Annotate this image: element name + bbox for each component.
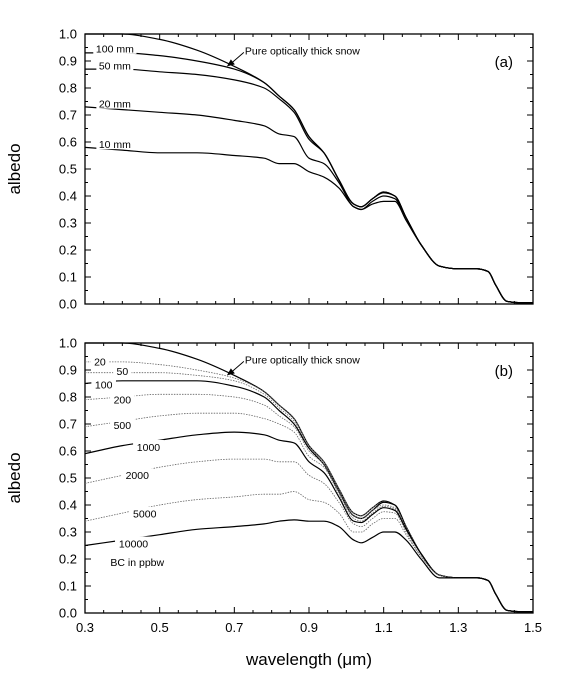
- x-tick-label: 0.3: [76, 620, 94, 635]
- annotation-arrowhead: [226, 368, 235, 376]
- y-tick-label: 0.7: [59, 417, 77, 432]
- series-label-bg: [110, 392, 135, 405]
- y-tick-label: 1.0: [59, 336, 77, 351]
- y-tick-label: 0.3: [59, 216, 77, 231]
- series-line-500: [84, 412, 533, 613]
- series-label-200: 200: [114, 395, 132, 407]
- plot-frame: [84, 33, 534, 305]
- x-tick-label: 0.7: [225, 620, 243, 635]
- series-label-10-mm: 10 mm: [99, 139, 131, 151]
- series-label-bg: [93, 41, 137, 54]
- series-label-bg: [133, 439, 164, 452]
- annotation-text: Pure optically thick snow: [245, 354, 360, 366]
- series-label-bg: [110, 418, 135, 431]
- series-label-50-mm: 50 mm: [99, 61, 131, 73]
- series-label-bg: [96, 58, 134, 71]
- series-line-10-mm: [84, 146, 533, 304]
- series-line-10000: [84, 519, 533, 613]
- y-tick-label: 0.9: [59, 363, 77, 378]
- series-label-50: 50: [116, 366, 128, 378]
- series-label-bg: [113, 364, 132, 377]
- series-line-20: [85, 361, 533, 613]
- series-label-1000: 1000: [137, 442, 161, 454]
- series-line-200: [84, 393, 533, 613]
- series-label-bg: [96, 137, 134, 150]
- series-label-5000: 5000: [133, 509, 157, 521]
- y-tick-label: 0.4: [59, 498, 77, 513]
- series-line-pure-optically-thick-snow: [85, 33, 533, 304]
- annotation-arrowhead: [226, 59, 235, 67]
- y-tick-label: 1.0: [59, 27, 77, 42]
- series-line-50: [85, 372, 533, 613]
- y-axis-title: albedo: [5, 143, 24, 194]
- x-tick-label: 0.5: [151, 620, 169, 635]
- y-tick-label: 0.0: [59, 606, 77, 621]
- y-tick-label: 0.3: [59, 525, 77, 540]
- series-label-100-mm: 100 mm: [96, 44, 134, 56]
- series-label-bg: [90, 354, 110, 367]
- y-tick-label: 0.1: [59, 270, 77, 285]
- panel-label: (a): [495, 54, 513, 71]
- y-tick-label: 0.9: [59, 54, 77, 69]
- series-label-100: 100: [95, 380, 113, 392]
- series-label-2000: 2000: [126, 470, 150, 482]
- y-tick-label: 0.2: [59, 243, 77, 258]
- chart-note: BC in ppbw: [110, 557, 164, 569]
- series-line-2000: [84, 458, 533, 613]
- series-line-50-mm: [84, 68, 533, 304]
- series-line-100-mm: [85, 52, 533, 304]
- x-tick-label: 1.3: [449, 620, 467, 635]
- series-line-1000: [84, 431, 533, 613]
- x-tick-label: 1.1: [375, 620, 393, 635]
- panel-label: (b): [495, 363, 513, 380]
- annotation-text: Pure optically thick snow: [245, 45, 360, 57]
- series-label-20-mm: 20 mm: [99, 98, 131, 110]
- series-label-bg: [115, 536, 153, 549]
- series-label-bg: [91, 377, 116, 390]
- y-tick-label: 0.8: [59, 81, 77, 96]
- y-tick-label: 0.1: [59, 579, 77, 594]
- series-label-bg: [129, 506, 161, 519]
- y-tick-label: 0.8: [59, 390, 77, 405]
- x-tick-label: 1.5: [524, 620, 542, 635]
- y-tick-label: 0.6: [59, 444, 77, 459]
- series-label-500: 500: [114, 420, 132, 432]
- y-tick-label: 0.2: [59, 552, 77, 567]
- series-label-10000: 10000: [119, 538, 148, 550]
- panel-a: 0.0 0.1 0.2 0.3 0.4 0.5 0.6 0.7 0.8 0.9 1.0 albedo (…: [5, 27, 534, 312]
- x-tick-label: 0.9: [300, 620, 318, 635]
- y-tick-label: 0.5: [59, 162, 77, 177]
- series-label-bg: [121, 468, 153, 481]
- y-tick-label: 0.4: [59, 189, 77, 204]
- series-label-20: 20: [94, 357, 106, 369]
- series-line-100: [84, 380, 533, 613]
- y-tick-label: 0.5: [59, 471, 77, 486]
- y-tick-label: 0.7: [59, 108, 77, 123]
- y-tick-label: 0.6: [59, 135, 77, 150]
- x-axis-title: wavelength (μm): [245, 650, 372, 669]
- series-label-bg: [96, 96, 134, 109]
- y-tick-label: 0.0: [59, 297, 77, 312]
- y-axis-title: albedo: [5, 452, 24, 503]
